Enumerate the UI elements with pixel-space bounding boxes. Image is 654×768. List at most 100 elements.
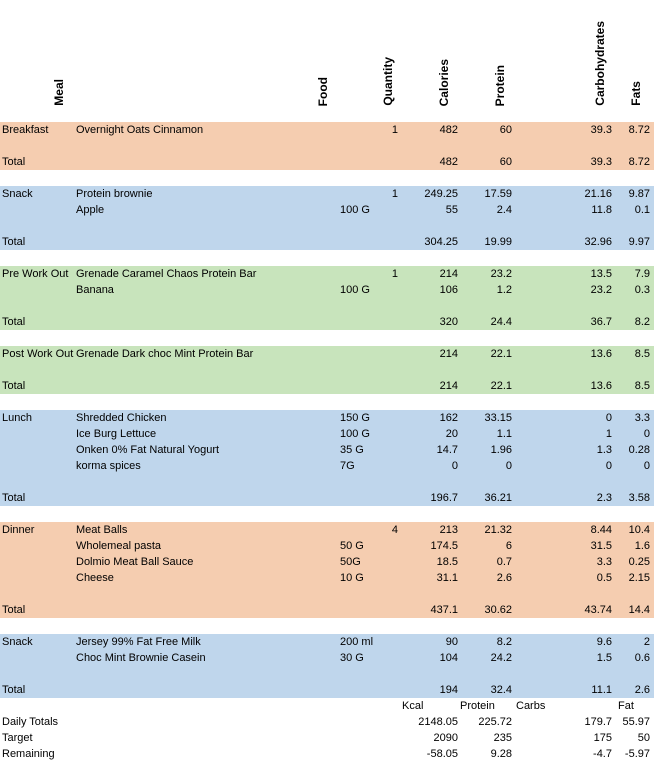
item-carbohydrates: 11.8 (591, 204, 612, 216)
item-description: Grenade Dark choc Mint Protein Bar (76, 348, 254, 360)
item-quantity: 4 (391, 524, 398, 536)
total-calories: 304.25 (424, 236, 458, 248)
total-carbohydrates: 13.6 (590, 380, 612, 392)
summary-carbohydrates: 175 (593, 732, 612, 744)
total-fats: 9.97 (628, 236, 650, 248)
meal-section-band (0, 266, 654, 330)
summary-row: Target 2090 235 175 50 (0, 730, 654, 746)
total-label: Total (2, 604, 26, 616)
summary-label: Daily Totals (2, 716, 59, 728)
table-row: Choc Mint Brownie Casein 30 G 104 24.2 1.5 0.… (0, 650, 654, 666)
item-fats: 2.15 (628, 572, 650, 584)
item-protein: 33.15 (484, 412, 512, 424)
meal-name: Pre Work Out (2, 268, 69, 280)
item-protein: 2.4 (496, 204, 512, 216)
item-calories: 214 (439, 348, 458, 360)
item-calories: 90 (445, 636, 458, 648)
item-quantity: 1 (391, 268, 398, 280)
meal-name: Breakfast (2, 124, 49, 136)
summary-fats: 50 (637, 732, 650, 744)
item-food-amount: 150 G (340, 412, 370, 424)
column-header-row: Meal Food Quantity Calories Protein Carb… (0, 0, 654, 112)
item-calories: 162 (439, 412, 458, 424)
summary-calories: -58.05 (426, 748, 458, 760)
table-row: Breakfast Overnight Oats Cinnamon 1 482 60 39… (0, 122, 654, 138)
item-fats: 10.4 (628, 524, 650, 536)
item-fats: 2 (643, 636, 650, 648)
table-row: korma spices 7G 0 0 0 0 (0, 458, 654, 474)
meal-name: Dinner (2, 524, 35, 536)
item-protein: 6 (505, 540, 512, 552)
item-description: Grenade Caramel Chaos Protein Bar (76, 268, 257, 280)
item-protein: 2.6 (496, 572, 512, 584)
total-carbohydrates: 11.1 (591, 684, 612, 696)
units-kcal: Kcal (402, 700, 424, 712)
meal-name: Post Work Out (2, 348, 74, 360)
meal-section-band (0, 186, 654, 250)
summary-fats: -5.97 (624, 748, 650, 760)
total-label: Total (2, 236, 26, 248)
item-carbohydrates: 0 (605, 412, 612, 424)
item-food-amount: 100 G (340, 204, 370, 216)
item-description: Banana (76, 284, 114, 296)
table-row: Wholemeal pasta 50 G 174.5 6 31.5 1.6 (0, 538, 654, 554)
total-protein: 60 (499, 156, 512, 168)
item-protein: 0.7 (496, 556, 512, 568)
header-calories: Calories (437, 58, 451, 106)
meal-section-band (0, 410, 654, 506)
header-carbohydrates: Carbohydrates (593, 21, 607, 106)
item-carbohydrates: 23.2 (590, 284, 612, 296)
item-description: Overnight Oats Cinnamon (76, 124, 204, 136)
table-row: Lunch Shredded Chicken 150 G 162 33.15 0 3.3 (0, 410, 654, 426)
item-fats: 8.5 (634, 348, 650, 360)
summary-protein: 9.28 (490, 748, 512, 760)
item-protein: 24.2 (490, 652, 512, 664)
item-fats: 0.3 (634, 284, 650, 296)
item-carbohydrates: 31.5 (590, 540, 612, 552)
meal-name: Lunch (2, 412, 32, 424)
item-food-amount: 100 G (340, 284, 370, 296)
table-row: Snack Protein brownie 1 249.25 17.59 21.16 9.8… (0, 186, 654, 202)
item-description: Apple (76, 204, 105, 216)
table-row: Pre Work Out Grenade Caramel Chaos Protei… (0, 266, 654, 282)
item-protein: 8.2 (496, 636, 512, 648)
units-protein: Protein (460, 700, 495, 712)
table-row: Dolmio Meat Ball Sauce 50G 18.5 0.7 3.3 0.25 (0, 554, 654, 570)
item-carbohydrates: 1.3 (596, 444, 612, 456)
meal-section-band (0, 346, 654, 394)
item-description: Jersey 99% Fat Free Milk (76, 636, 201, 648)
item-fats: 0.28 (628, 444, 650, 456)
total-calories: 196.7 (430, 492, 458, 504)
item-description: Onken 0% Fat Natural Yogurt (76, 444, 220, 456)
total-carbohydrates: 2.3 (596, 492, 612, 504)
item-calories: 482 (439, 124, 458, 136)
item-protein: 22.1 (490, 348, 512, 360)
table-row: Post Work Out Grenade Dark choc Mint Prot… (0, 346, 654, 362)
meal-section-band (0, 634, 654, 698)
item-fats: 1.6 (634, 540, 650, 552)
meal-section-band (0, 522, 654, 618)
item-food-amount: 30 G (340, 652, 364, 664)
summary-fats: 55.97 (622, 716, 650, 728)
item-calories: 106 (439, 284, 458, 296)
item-description: Ice Burg Lettuce (76, 428, 157, 440)
item-food-amount: 7G (340, 460, 355, 472)
meal-name: Snack (2, 636, 33, 648)
item-fats: 8.72 (628, 124, 650, 136)
item-quantity: 1 (391, 188, 398, 200)
total-label: Total (2, 316, 26, 328)
item-food-amount: 50 G (340, 540, 364, 552)
item-protein: 0 (505, 460, 512, 472)
header-quantity: Quantity (381, 57, 395, 106)
summary-carbohydrates: -4.7 (593, 748, 612, 760)
item-fats: 0 (643, 460, 650, 472)
total-carbohydrates: 36.7 (590, 316, 612, 328)
summary-calories: 2148.05 (418, 716, 458, 728)
header-fats: Fats (629, 81, 643, 106)
item-protein: 23.2 (490, 268, 512, 280)
total-fats: 8.72 (628, 156, 650, 168)
item-fats: 7.9 (634, 268, 650, 280)
item-carbohydrates: 1 (605, 428, 612, 440)
total-fats: 3.58 (628, 492, 650, 504)
table-row: Snack Jersey 99% Fat Free Milk 200 ml 90 8.2… (0, 634, 654, 650)
